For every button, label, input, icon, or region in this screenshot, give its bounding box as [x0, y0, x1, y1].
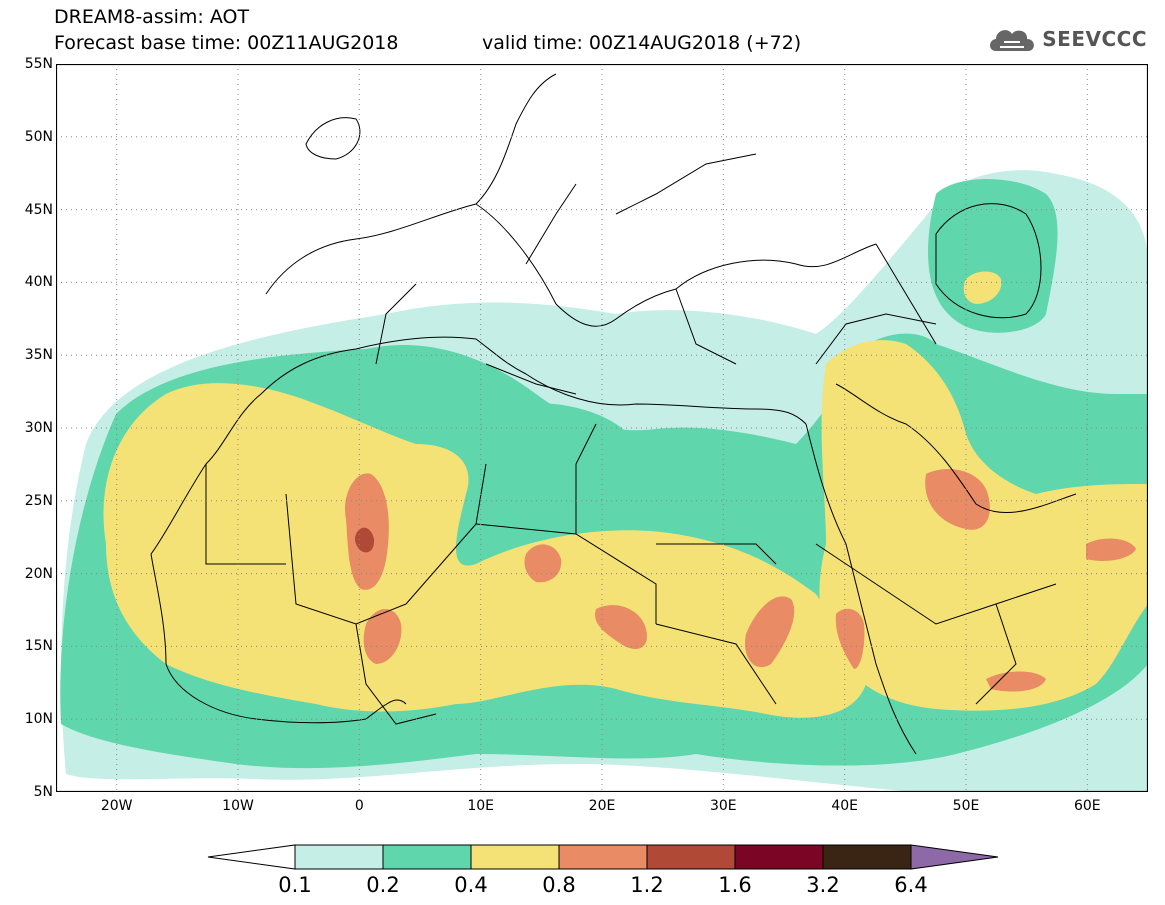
lon-label-10e: 10E — [467, 798, 495, 814]
lon-label-0: 0 — [354, 798, 364, 814]
lat-label-35n: 35N — [24, 347, 53, 364]
colorbar-bin-0.4 — [470, 844, 560, 870]
lon-label-50e: 50E — [952, 798, 980, 814]
lat-label-50n: 50N — [24, 128, 53, 145]
colorbar — [207, 844, 999, 870]
aot-contour-0.4 — [103, 271, 1148, 718]
seevccc-logo: SEEVCCC — [986, 22, 1147, 56]
lon-label-40e: 40E — [831, 798, 859, 814]
valid-time-label: valid time: 00Z14AUG2018 (+72) — [482, 32, 802, 54]
colorbar-bin-0.1 — [294, 844, 384, 870]
colorbar-label-0.1: 0.1 — [278, 873, 312, 897]
colorbar-lower-triangle — [207, 844, 296, 870]
lat-label-10n: 10N — [24, 711, 53, 728]
lat-label-25n: 25N — [24, 492, 53, 509]
colorbar-label-0.2: 0.2 — [366, 873, 400, 897]
colorbar-bin-1.2 — [646, 844, 736, 870]
map-title: DREAM8-assim: AOT — [54, 6, 250, 28]
colorbar-label-6.4: 6.4 — [894, 873, 928, 897]
colorbar-bin-0.8 — [558, 844, 648, 870]
colorbar-label-3.2: 3.2 — [806, 873, 840, 897]
lon-label-20w: 20W — [100, 798, 133, 814]
lat-label-5n: 5N — [33, 784, 53, 800]
base-time-label: Forecast base time: 00Z11AUG2018 — [54, 32, 399, 54]
colorbar-label-1.6: 1.6 — [718, 873, 752, 897]
lat-label-40n: 40N — [24, 274, 53, 291]
lat-label-20n: 20N — [24, 565, 53, 582]
lon-label-30e: 30E — [709, 798, 737, 814]
cloud-icon — [990, 30, 1035, 51]
colorbar-label-0.8: 0.8 — [542, 873, 576, 897]
lat-label-30n: 30N — [24, 420, 53, 436]
coastlines — [150, 73, 1077, 755]
colorbar-label-1.2: 1.2 — [630, 873, 664, 897]
logo-text: SEEVCCC — [1042, 27, 1147, 51]
grid-lines — [56, 64, 1148, 792]
colorbar-upper-triangle — [910, 844, 999, 870]
aot-contour-1.2 — [355, 527, 375, 553]
lat-label-45n: 45N — [24, 201, 53, 218]
lon-label-20e: 20E — [588, 798, 616, 814]
colorbar-bin-1.6 — [734, 844, 824, 870]
colorbar-bin-0.2 — [382, 844, 472, 870]
lon-label-10w: 10W — [222, 798, 254, 814]
lat-label-55n: 55N — [24, 56, 53, 72]
aot-map — [56, 64, 1148, 792]
lat-label-15n: 15N — [24, 638, 53, 655]
map-border — [56, 64, 1148, 792]
lon-label-60e: 60E — [1073, 798, 1101, 814]
colorbar-label-0.4: 0.4 — [454, 873, 488, 897]
colorbar-bin-3.2 — [822, 844, 912, 870]
